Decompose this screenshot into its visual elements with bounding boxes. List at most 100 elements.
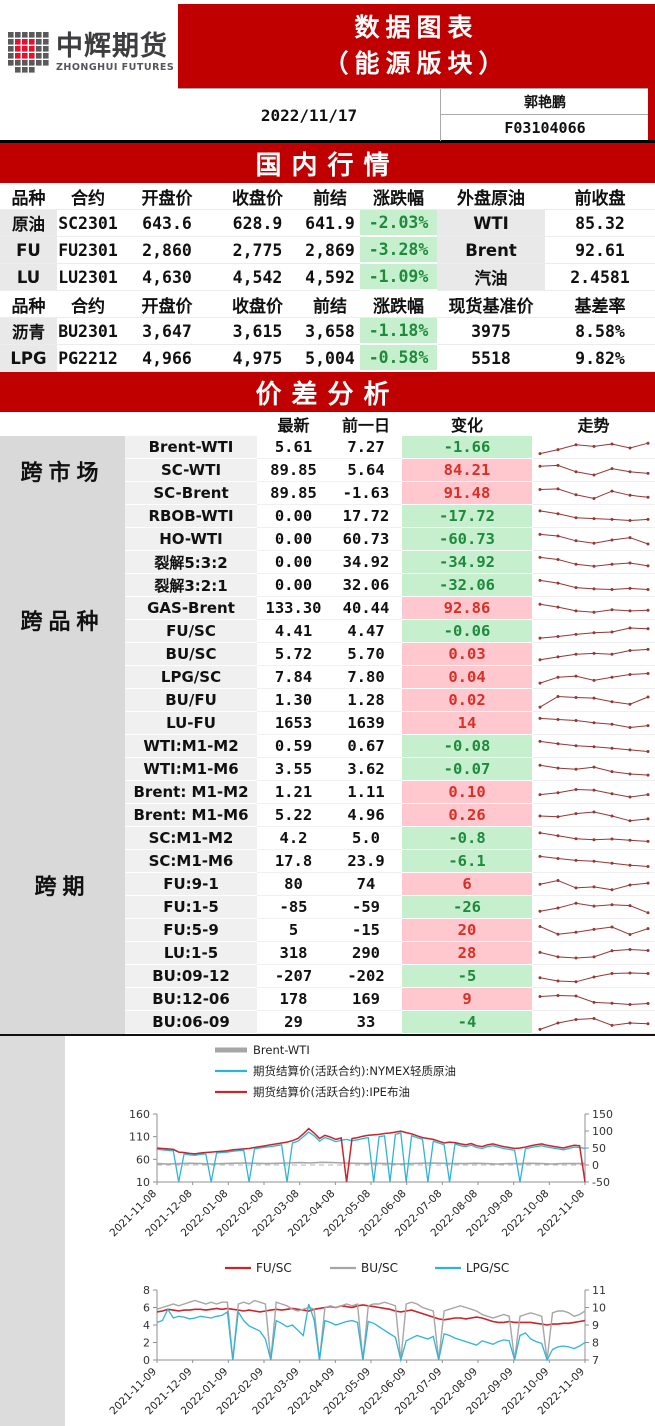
trend-cell [532, 758, 655, 781]
change-value: 0.03 [402, 643, 532, 666]
svg-text:Brent-WTI: Brent-WTI [253, 1043, 310, 1057]
logo-icon [8, 32, 49, 73]
header-red-strip [648, 4, 655, 140]
change-value: -1.66 [402, 436, 532, 459]
spread-name: FU:9-1 [125, 873, 257, 896]
spread-name: FU/SC [125, 620, 257, 643]
reference-value: 92.61 [545, 237, 655, 264]
spread-name: LU-FU [125, 712, 257, 735]
spread-name: SC-Brent [125, 482, 257, 505]
contract-code: FU2301 [57, 237, 119, 264]
spread-name: LU:1-5 [125, 942, 257, 965]
previous-value: 5.64 [330, 459, 402, 482]
spread-name: FU:1-5 [125, 896, 257, 919]
company-logo: 中辉期货 ZHONGHUI FUTURES [8, 32, 174, 74]
latest-value: 17.8 [257, 850, 330, 873]
change-pct: -0.58% [360, 345, 437, 372]
latest-value: 1.21 [257, 781, 330, 804]
latest-value: 80 [257, 873, 330, 896]
trend-cell [532, 919, 655, 942]
reference-name: 3975 [437, 318, 545, 345]
latest-value: 4.2 [257, 827, 330, 850]
svg-text:6: 6 [143, 1302, 150, 1315]
sparkline [538, 602, 649, 614]
report-title-line2: （能源版块） [323, 49, 510, 78]
column-header: 现货基准价 [437, 291, 545, 318]
reference-value: 8.58% [545, 318, 655, 345]
sparkline [538, 463, 649, 476]
latest-value: -207 [257, 965, 330, 988]
trend-cell [532, 597, 655, 620]
trend-cell [532, 942, 655, 965]
sparkline [538, 854, 649, 868]
spread-name: 裂解5:3:2 [125, 551, 257, 574]
spread-name: WTI:M1-M2 [125, 735, 257, 758]
prev-settle: 2,869 [300, 237, 360, 264]
change-value: 14 [402, 712, 532, 735]
spread-table: 最新 前一日 变化 走势 跨市场 Brent-WTI 5.61 7.27 -1.66 SC-WTI… [0, 412, 655, 1034]
close-price: 4,542 [215, 264, 300, 291]
previous-value: 34.92 [330, 551, 402, 574]
previous-value: 1.11 [330, 781, 402, 804]
svg-text:BU/SC: BU/SC [361, 1261, 398, 1275]
latest-value: 0.00 [257, 551, 330, 574]
svg-text:FU/SC: FU/SC [256, 1261, 292, 1275]
sparkline [538, 532, 649, 545]
trend-cell [532, 666, 655, 689]
trend-cell [532, 873, 655, 896]
sparkline [538, 971, 649, 983]
spread-name: FU:5-9 [125, 919, 257, 942]
svg-text:LPG/SC: LPG/SC [466, 1261, 509, 1275]
sparkline [538, 739, 649, 753]
spread-name: Brent: M1-M6 [125, 804, 257, 827]
trend-cell [532, 551, 655, 574]
svg-text:100: 100 [592, 1125, 613, 1138]
change-value: 84.21 [402, 459, 532, 482]
sparkline [538, 830, 649, 843]
trend-cell [532, 689, 655, 712]
open-price: 643.6 [119, 210, 215, 237]
table-bottom-rule [0, 1034, 655, 1036]
latest-value: -85 [257, 896, 330, 919]
trend-cell [532, 620, 655, 643]
change-value: 9 [402, 988, 532, 1011]
change-value: -17.72 [402, 505, 532, 528]
analyst-box: 郭艳鹏 F03104066 [440, 88, 649, 141]
change-value: -0.08 [402, 735, 532, 758]
previous-value: 4.96 [330, 804, 402, 827]
group-label: 跨期 [0, 735, 125, 1034]
svg-text:期货结算价(活跃合约):NYMEX轻质原油: 期货结算价(活跃合约):NYMEX轻质原油 [253, 1064, 456, 1078]
svg-text:8: 8 [143, 1284, 150, 1297]
previous-value: 290 [330, 942, 402, 965]
previous-value: -202 [330, 965, 402, 988]
svg-text:11: 11 [592, 1284, 606, 1297]
column-header: 收盘价 [215, 183, 300, 210]
latest-header: 最新 [277, 416, 310, 435]
trend-cell [532, 781, 655, 804]
spread-name: Brent-WTI [125, 436, 257, 459]
spread-name: LPG/SC [125, 666, 257, 689]
latest-value: 4.41 [257, 620, 330, 643]
latest-value: 5.22 [257, 804, 330, 827]
svg-text:50: 50 [592, 1142, 606, 1155]
sparkline [538, 1016, 649, 1031]
column-header: 品种 [0, 183, 57, 210]
charts-section: 160 110 60 10 150 100 50 0 -50 2021-11-08 2021-12-… [0, 1036, 655, 1426]
change-header: 变化 [450, 416, 483, 435]
spread-header-spacer [0, 412, 257, 436]
previous-value: 23.9 [330, 850, 402, 873]
trend-header: 走势 [577, 416, 610, 435]
latest-value: 5.61 [257, 436, 330, 459]
change-value: 0.02 [402, 689, 532, 712]
latest-value: 29 [257, 1011, 330, 1034]
company-name: 中辉期货 [56, 31, 168, 63]
change-pct: -3.28% [360, 237, 437, 264]
sparkline [538, 878, 649, 891]
change-value: -0.07 [402, 758, 532, 781]
previous-value: -15 [330, 919, 402, 942]
domestic-table: 品种 合约 开盘价 收盘价 前结 涨跌幅 外盘原油 前收盘 原油 SC2301 643.6 628.9… [0, 183, 655, 372]
trend-cell [532, 988, 655, 1011]
trend-cell [532, 804, 655, 827]
column-header: 基差率 [545, 291, 655, 318]
previous-header: 前一日 [341, 416, 390, 435]
